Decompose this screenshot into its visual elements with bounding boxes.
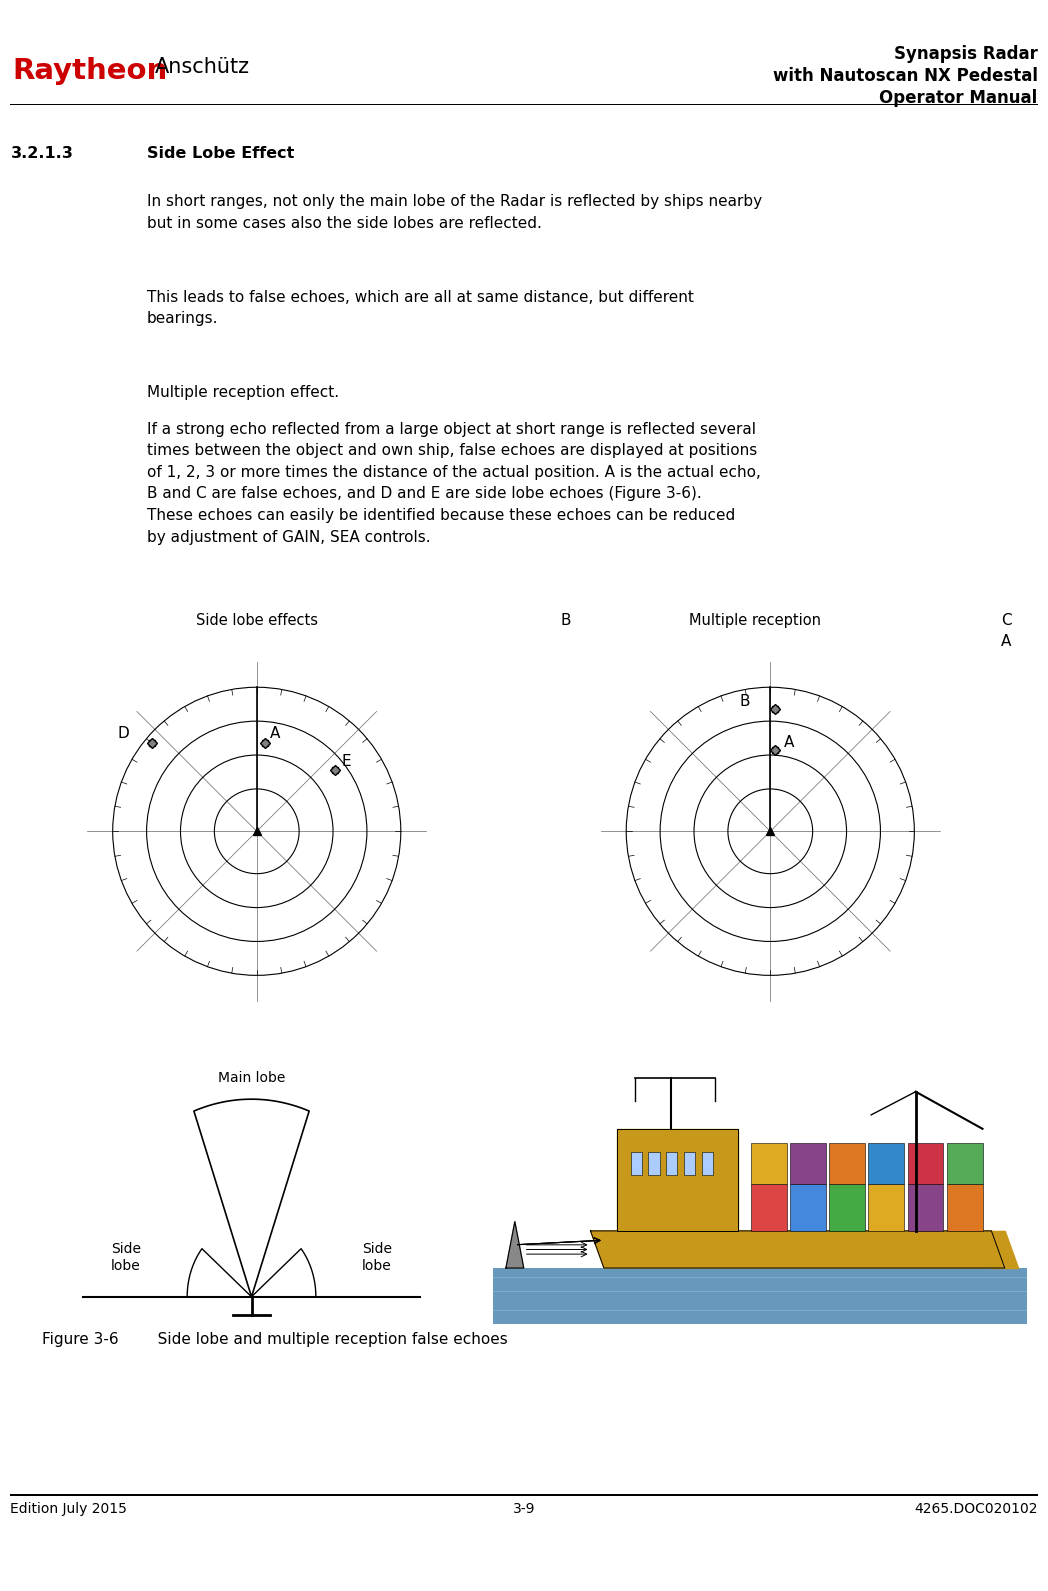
Bar [790,1184,826,1231]
Text: Figure 3-6        Side lobe and multiple reception false echoes: Figure 3-6 Side lobe and multiple recept… [42,1332,507,1346]
Text: Main lobe: Main lobe [218,1071,285,1085]
Text: A: A [1001,635,1011,649]
Text: B: B [740,694,750,710]
Bar [869,1142,904,1184]
Text: Multiple reception effect.: Multiple reception effect. [147,385,339,399]
Bar [667,1152,677,1176]
Text: A: A [270,727,281,741]
Bar [946,1142,983,1184]
Text: Operator Manual: Operator Manual [879,89,1038,107]
Text: Multiple reception: Multiple reception [689,614,821,628]
Text: Synapsis Radar: Synapsis Radar [894,45,1038,62]
Text: This leads to false echoes, which are all at same distance, but different
bearin: This leads to false echoes, which are al… [147,290,694,326]
Text: D: D [117,727,130,741]
Text: B: B [561,614,571,628]
Bar [908,1184,943,1231]
Bar [829,1142,865,1184]
Bar [702,1152,713,1176]
Bar [684,1152,695,1176]
Bar [649,1152,659,1176]
Bar [946,1184,983,1231]
Text: Anschütz: Anschütz [155,57,250,78]
Text: with Nautoscan NX Pedestal: with Nautoscan NX Pedestal [772,67,1038,84]
Text: 3.2.1.3: 3.2.1.3 [10,146,73,161]
Bar [631,1152,641,1176]
Text: Side Lobe Effect: Side Lobe Effect [147,146,294,161]
Text: E: E [342,754,351,768]
Polygon shape [617,1130,738,1231]
Text: Side lobe effects: Side lobe effects [196,614,318,628]
Bar [750,1184,786,1231]
Text: Side
lobe: Side lobe [111,1241,140,1273]
Bar [829,1184,865,1231]
Text: Side
lobe: Side lobe [363,1241,392,1273]
Text: In short ranges, not only the main lobe of the Radar is reflected by ships nearb: In short ranges, not only the main lobe … [147,194,762,231]
Text: 3-9: 3-9 [512,1502,536,1516]
Bar [493,1268,1027,1324]
Polygon shape [506,1222,524,1268]
Bar [908,1142,943,1184]
Bar [750,1142,786,1184]
Text: If a strong echo reflected from a large object at short range is reflected sever: If a strong echo reflected from a large … [147,422,761,544]
Bar [790,1142,826,1184]
Bar [869,1184,904,1231]
Text: 4265.DOC020102: 4265.DOC020102 [914,1502,1038,1516]
Text: Raytheon: Raytheon [13,57,168,86]
Polygon shape [591,1231,1005,1268]
Text: Edition July 2015: Edition July 2015 [10,1502,128,1516]
Text: C: C [1001,614,1011,628]
Text: A: A [784,735,794,749]
